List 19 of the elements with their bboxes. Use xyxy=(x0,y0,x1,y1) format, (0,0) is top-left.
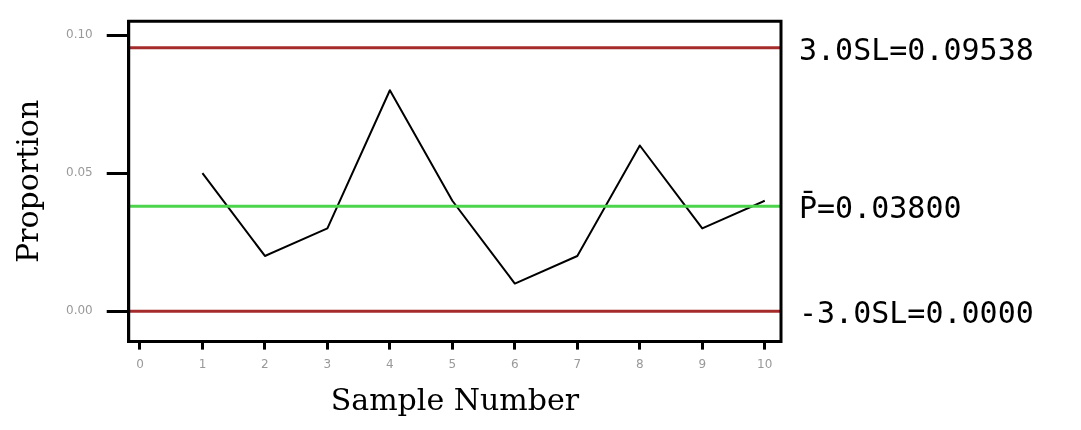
x-tick-label: 3 xyxy=(323,356,332,371)
y-tick-label: 0.10 xyxy=(66,27,93,42)
y-tick-label: 0.00 xyxy=(66,303,93,318)
x-tick-label: 7 xyxy=(573,356,582,371)
x-tick-label: 2 xyxy=(261,356,269,371)
ref-line-label: -3.0SL=0.0000 xyxy=(799,295,1034,331)
x-tick-label: 4 xyxy=(386,356,394,371)
x-tick-label: 6 xyxy=(511,356,519,371)
x-tick-label: 0 xyxy=(136,356,144,371)
x-tick-label: 9 xyxy=(698,356,707,371)
y-axis-title: Proportion xyxy=(9,99,45,264)
x-tick-label: 10 xyxy=(757,356,773,371)
x-tick-label: 8 xyxy=(635,356,644,371)
y-tick-label: 0.05 xyxy=(66,165,93,180)
x-tick-label: 1 xyxy=(198,356,207,371)
x-axis-title: Sample Number xyxy=(330,381,580,417)
x-tick-label: 5 xyxy=(448,356,457,371)
ref-line-label: P̄=0.03800 xyxy=(799,189,962,226)
ref-line-label: 3.0SL=0.09538 xyxy=(799,31,1034,67)
